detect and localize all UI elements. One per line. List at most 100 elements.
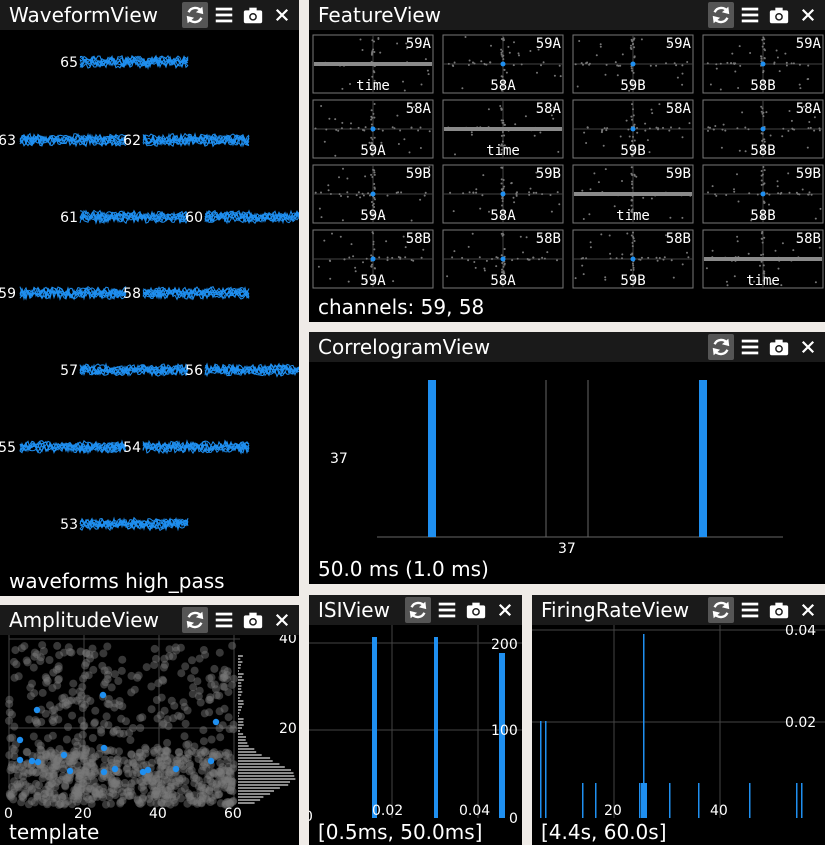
camera-icon[interactable] (766, 597, 792, 623)
close-icon[interactable] (269, 607, 295, 633)
refresh-icon[interactable] (182, 607, 208, 633)
feature-channel-label: 59B (406, 166, 431, 182)
waveform-trace (142, 133, 250, 147)
waveform-trace (79, 54, 189, 69)
waveform-trace (79, 210, 189, 225)
amplitude-plot-area[interactable]: 0 20 40 60 40 20 template (0, 631, 299, 845)
feature-dimension-label: 59B (620, 143, 645, 159)
feature-cell[interactable]: 58B 58A (442, 229, 564, 289)
menu-icon[interactable] (211, 2, 237, 28)
camera-icon[interactable] (766, 2, 792, 28)
firing-rate-bar (669, 783, 671, 818)
camera-icon[interactable] (766, 334, 792, 360)
amplitude-point (99, 691, 107, 699)
camera-icon[interactable] (463, 597, 489, 623)
waveform-trace (142, 132, 250, 147)
waveform-plot[interactable]: 65 63 62 61 60 59 58 57 56 55 54 53 (0, 30, 299, 596)
feature-cell[interactable]: 58A 58B (702, 99, 824, 159)
refresh-icon[interactable] (182, 2, 208, 28)
waveform-trace (79, 363, 189, 377)
feature-dimension-label: 58B (750, 208, 775, 224)
amplitude-plot[interactable]: 0 20 40 60 40 20 (0, 631, 299, 845)
close-icon[interactable] (795, 334, 821, 360)
amplitude-point (16, 736, 24, 744)
refresh-icon[interactable] (708, 334, 734, 360)
feature-channel-label: 59A (666, 36, 692, 52)
amp-x-tick: 20 (74, 806, 92, 822)
feature-cell[interactable]: 59A 58B (702, 34, 824, 94)
feature-channel-label: 59A (796, 36, 822, 52)
channel-label: 59 (0, 286, 16, 302)
feature-cell[interactable]: 58B 59A (312, 229, 434, 289)
firing-rate-bar (639, 783, 641, 818)
waveform-trace (204, 210, 299, 225)
refresh-icon[interactable] (708, 2, 734, 28)
menu-icon[interactable] (434, 597, 460, 623)
feature-cell[interactable]: 59A time (312, 34, 434, 94)
amplitude-point (144, 766, 152, 774)
amplitude-point (34, 758, 42, 766)
waveform-plot-area[interactable]: 65 63 62 61 60 59 58 57 56 55 54 53 wave… (0, 30, 299, 596)
channel-label: 60 (185, 210, 203, 226)
waveform-trace (19, 133, 127, 147)
feature-cell[interactable]: 59A 59B (572, 34, 694, 94)
feature-cell[interactable]: 59B 58A (442, 164, 564, 224)
firing-rate-plot[interactable]: 20 40 0.04 0.02 (532, 623, 825, 845)
feature-cell[interactable]: 59B 58B (702, 164, 824, 224)
menu-icon[interactable] (211, 607, 237, 633)
waveform-view-panel: WaveformView 65 63 62 61 60 59 58 57 56 … (0, 0, 299, 596)
isi-bar (372, 637, 377, 818)
isi-bar (434, 637, 438, 818)
waveform-trace (79, 209, 189, 223)
fr-y-tick: 0.04 (785, 625, 816, 639)
menu-icon[interactable] (737, 334, 763, 360)
camera-icon[interactable] (240, 2, 266, 28)
feature-grid-area[interactable]: 59A time 59A 58A 59A 59B 59A 58B 58A 59A 58A time 58… (309, 30, 825, 322)
waveform-view-status: waveforms high_pass (9, 569, 225, 593)
feature-channel-label: 58B (406, 231, 431, 247)
close-icon[interactable] (795, 2, 821, 28)
correlogram-plot-area[interactable]: 37 37 50.0 ms (1.0 ms) (309, 362, 825, 584)
feature-dimension-label: 59A (360, 208, 386, 224)
feature-cell[interactable]: 59A 58A (442, 34, 564, 94)
menu-icon[interactable] (737, 2, 763, 28)
waveform-trace (19, 133, 127, 147)
close-icon[interactable] (269, 2, 295, 28)
refresh-icon[interactable] (405, 597, 431, 623)
camera-icon[interactable] (240, 607, 266, 633)
fr-x-tick: 40 (710, 803, 728, 819)
close-icon[interactable] (795, 597, 821, 623)
feature-dimension-label: time (746, 273, 780, 289)
isi-y-tick: 200 (491, 637, 518, 653)
feature-cell[interactable]: 59B 59A (312, 164, 434, 224)
isi-y-tick: 0 (509, 811, 518, 827)
feature-dimension-label: 59A (360, 273, 386, 289)
amplitude-point (66, 767, 74, 775)
amp-x-tick: 60 (224, 806, 242, 822)
feature-channel-label: 59B (536, 166, 561, 182)
correlogram-view-title: CorrelogramView (318, 335, 491, 359)
feature-dimension-label: time (356, 78, 390, 94)
feature-cell[interactable]: 58B 59B (572, 229, 694, 289)
feature-cell[interactable]: 58A time (442, 99, 564, 159)
feature-cell[interactable]: 59B time (572, 164, 694, 224)
feature-cell[interactable]: 58B time (702, 229, 824, 289)
firing-rate-plot-area[interactable]: 20 40 0.04 0.02 [4.4s, 60.0s] (532, 623, 825, 845)
refresh-icon[interactable] (708, 597, 734, 623)
feature-cell[interactable]: 58A 59B (572, 99, 694, 159)
correlogram-plot[interactable]: 37 37 (309, 362, 825, 584)
feature-channel-label: 58A (536, 101, 562, 117)
menu-icon[interactable] (737, 597, 763, 623)
waveform-trace (79, 55, 189, 69)
feature-channel-label: 59A (536, 36, 562, 52)
close-icon[interactable] (492, 597, 518, 623)
feature-grid[interactable]: 59Atime59A58A59A59B59A58B58A59A58Atime58… (309, 30, 825, 292)
amplitude-point (28, 757, 36, 765)
feature-cell[interactable]: 58A 59A (312, 99, 434, 159)
isi-plot-area[interactable]: 0 0.02 0.04 200 100 0 [0.5ms, 50.0ms] (309, 625, 522, 845)
firing-rate-bar (796, 783, 798, 818)
feature-channel-label: 58A (406, 101, 432, 117)
waveform-trace (142, 439, 250, 454)
feature-dimension-label: 59B (620, 273, 645, 289)
isi-plot[interactable]: 0 0.02 0.04 200 100 0 (309, 625, 522, 845)
